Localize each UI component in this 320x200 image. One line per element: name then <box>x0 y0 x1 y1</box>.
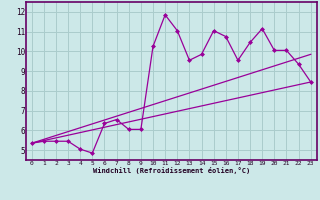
X-axis label: Windchill (Refroidissement éolien,°C): Windchill (Refroidissement éolien,°C) <box>92 167 250 174</box>
